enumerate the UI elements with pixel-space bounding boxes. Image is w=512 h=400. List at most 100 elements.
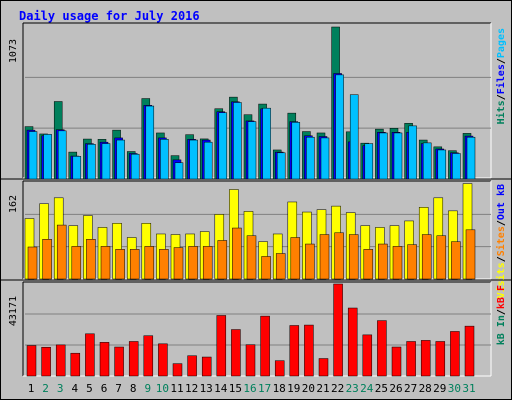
- sites-bar-28: [421, 234, 432, 280]
- kbf-bar-29: [435, 341, 446, 377]
- day-label-13: 13: [200, 382, 213, 395]
- kbf-bar-25: [377, 320, 387, 377]
- sites-bar-23: [348, 234, 359, 280]
- day-label-26: 26: [389, 382, 402, 395]
- kbf-bar-9: [143, 335, 154, 377]
- sites-bar-25: [378, 243, 388, 280]
- day-label-19: 19: [287, 382, 300, 395]
- pages-bar-4: [72, 156, 82, 180]
- kbf-bar-28: [420, 340, 431, 377]
- pages-bar-19: [291, 122, 301, 180]
- visitors-legend-item-2: Sites: [495, 226, 507, 256]
- visitors-max-label: 162: [8, 195, 19, 213]
- kbf-bar-30: [450, 331, 460, 377]
- pages-bar-23: [349, 94, 359, 180]
- day-label-1: 1: [28, 382, 35, 395]
- pages-bar-17: [262, 107, 271, 180]
- pages-bar-20: [306, 136, 315, 180]
- sites-bar-17: [261, 256, 271, 280]
- pages-bar-12: [189, 139, 198, 180]
- kbf-bar-8: [128, 341, 139, 377]
- sites-bar-29: [436, 235, 447, 280]
- sites-bar-10: [159, 249, 169, 280]
- kbytes-legend-item-3: kB: [496, 297, 507, 309]
- pages-bar-31: [466, 136, 476, 180]
- day-label-9: 9: [144, 382, 151, 395]
- pages-bar-25: [379, 132, 388, 180]
- day-label-24: 24: [360, 382, 374, 395]
- requests-max-label: 1073: [8, 39, 19, 63]
- kbf-bar-5: [85, 333, 95, 377]
- day-label-7: 7: [115, 382, 122, 395]
- kbf-bar-23: [347, 307, 358, 377]
- requests-legend-item-4: Pages: [496, 28, 507, 58]
- day-label-15: 15: [229, 382, 242, 395]
- kbf-bar-22: [333, 283, 343, 377]
- pages-bar-24: [364, 143, 374, 180]
- day-label-29: 29: [433, 382, 446, 395]
- kbf-bar-1: [26, 345, 37, 377]
- requests-legend: Hits/Files/Pages: [495, 28, 507, 124]
- day-label-5: 5: [86, 382, 93, 395]
- sites-bar-6: [100, 246, 111, 280]
- kbytes-legend-item-1: In: [496, 315, 507, 333]
- sites-bar-14: [217, 240, 228, 280]
- sites-bar-30: [451, 241, 461, 280]
- pages-bar-14: [218, 112, 228, 180]
- sites-bar-21: [319, 234, 330, 280]
- sites-bar-15: [232, 227, 242, 280]
- day-label-16: 16: [243, 382, 256, 395]
- day-label-17: 17: [258, 382, 271, 395]
- kbf-bar-31: [464, 325, 475, 377]
- sites-bar-5: [86, 239, 96, 280]
- kbf-bar-7: [114, 346, 124, 377]
- kbf-bar-6: [99, 342, 110, 377]
- sites-bar-1: [27, 246, 38, 280]
- pages-bar-27: [408, 125, 417, 180]
- requests-legend-item-1: /: [496, 94, 507, 100]
- day-label-6: 6: [101, 382, 108, 395]
- visitors-legend-item-1: /: [496, 256, 507, 262]
- kbf-bar-2: [41, 346, 51, 377]
- chart-title: Daily usage for July 2016: [19, 9, 200, 23]
- pages-bar-13: [203, 141, 213, 180]
- pages-bar-3: [57, 130, 67, 180]
- pages-bar-15: [233, 102, 242, 180]
- pages-bar-26: [393, 132, 403, 180]
- pages-bar-2: [43, 134, 52, 180]
- sites-bar-11: [173, 247, 184, 280]
- pages-bar-5: [87, 144, 96, 180]
- kbytes-legend: kB In/kB F: [496, 285, 507, 345]
- day-label-14: 14: [214, 382, 228, 395]
- kbf-bar-15: [231, 329, 241, 377]
- sites-bar-19: [290, 237, 301, 280]
- pages-bar-7: [116, 139, 125, 180]
- day-label-11: 11: [170, 382, 183, 395]
- day-label-10: 10: [156, 382, 169, 395]
- sites-bar-22: [334, 232, 344, 280]
- sites-bar-20: [305, 243, 315, 280]
- pages-bar-28: [422, 142, 432, 180]
- day-label-20: 20: [302, 382, 315, 395]
- day-label-30: 30: [448, 382, 461, 395]
- kbf-bar-12: [187, 355, 197, 377]
- day-label-31: 31: [462, 382, 475, 395]
- pages-bar-1: [28, 131, 38, 180]
- pages-bar-22: [335, 74, 344, 180]
- pages-bar-10: [160, 139, 169, 180]
- day-label-4: 4: [71, 382, 78, 395]
- pages-bar-30: [452, 153, 461, 180]
- sites-bar-9: [144, 246, 155, 280]
- pages-bar-9: [145, 105, 155, 180]
- day-label-8: 8: [130, 382, 137, 395]
- day-label-27: 27: [404, 382, 417, 395]
- visitors-legend-item-5: kB: [496, 184, 507, 202]
- requests-legend-item-0: Hits: [495, 100, 507, 124]
- pages-bar-21: [320, 137, 330, 180]
- kbytes-max-label: 43171: [8, 296, 19, 326]
- kbf-bar-20: [304, 324, 314, 377]
- day-label-28: 28: [419, 382, 432, 395]
- kbf-bar-21: [318, 358, 329, 377]
